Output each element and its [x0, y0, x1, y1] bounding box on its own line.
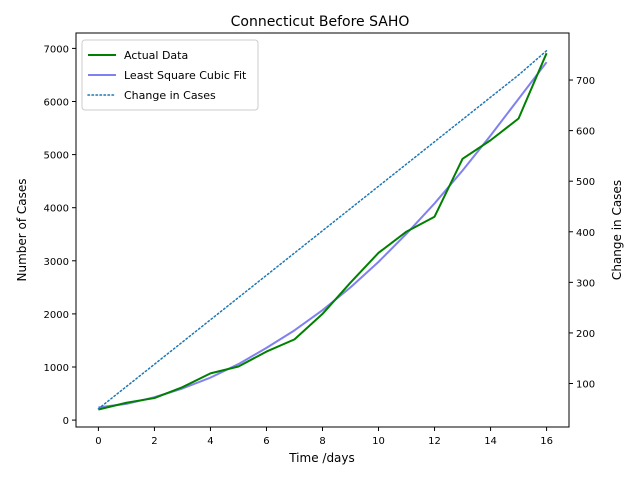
legend-label: Change in Cases [124, 89, 216, 102]
x-tick-label: 4 [207, 436, 213, 447]
x-axis-label: Time /days [288, 451, 355, 465]
legend: Actual Data Least Square Cubic Fit Change … [81, 39, 259, 111]
series-line-2 [97, 49, 548, 410]
legend-label: Actual Data [124, 49, 188, 62]
y-tick-label: 7000 [44, 44, 69, 55]
plot-frame [75, 32, 570, 428]
y-tick-label: 4000 [44, 204, 69, 215]
y-tick-label: 2000 [44, 310, 69, 321]
y2-tick-label: 100 [576, 380, 595, 391]
y-axis-ticks: 0 1000 2000 3000 4000 5000 6000 7000 [44, 44, 76, 427]
y2-tick-label: 300 [576, 278, 595, 289]
x-tick-label: 12 [428, 436, 441, 447]
x-tick-label: 0 [95, 436, 101, 447]
y-tick-label: 6000 [44, 97, 69, 108]
y2-tick-label: 400 [576, 228, 595, 239]
y2-tick-label: 600 [576, 127, 595, 138]
x-tick-label: 2 [151, 436, 157, 447]
series-line-0 [98, 52, 548, 411]
y2-axis-ticks: 100 200 300 400 500 600 700 [569, 76, 595, 391]
y2-tick-label: 200 [576, 329, 595, 340]
y2-tick-label: 500 [576, 177, 595, 188]
y2-tick-label: 700 [576, 76, 595, 87]
legend-label: Least Square Cubic Fit [124, 69, 247, 82]
legend-box [81, 39, 259, 111]
x-tick-label: 8 [319, 436, 325, 447]
y-axis-label: Number of Cases [15, 178, 29, 281]
y-tick-label: 5000 [44, 151, 69, 162]
x-tick-label: 10 [372, 436, 385, 447]
y-tick-label: 0 [63, 416, 69, 427]
x-tick-label: 14 [484, 436, 497, 447]
x-axis-ticks: 0 2 4 6 8 10 12 14 16 [95, 427, 553, 447]
y-tick-label: 3000 [44, 257, 69, 268]
series-lines [97, 49, 548, 411]
y2-axis-label: Change in Cases [610, 180, 624, 280]
x-tick-label: 16 [540, 436, 553, 447]
x-tick-label: 6 [263, 436, 269, 447]
y-tick-label: 1000 [44, 363, 69, 374]
chart-title: Connecticut Before SAHO [231, 14, 410, 30]
